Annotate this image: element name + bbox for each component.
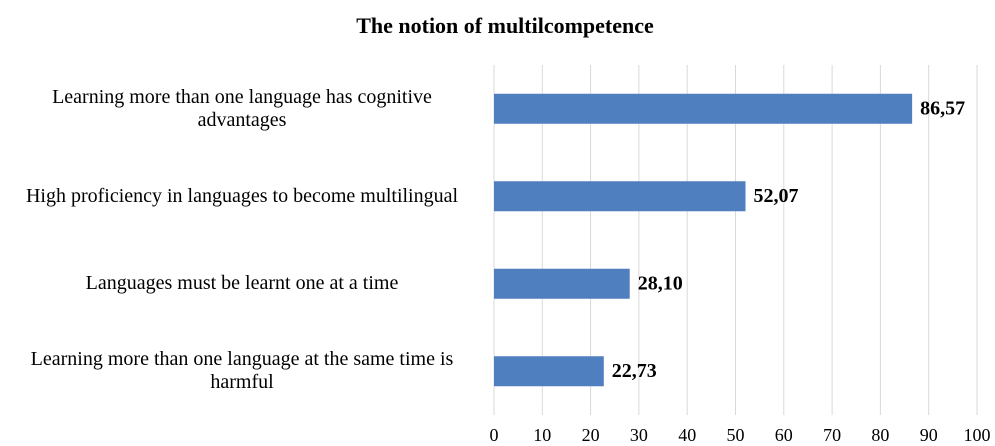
bar	[494, 356, 604, 387]
x-tick-label: 100	[964, 425, 991, 445]
y-tick-label: Learning more than one language at the s…	[30, 348, 454, 394]
x-tick-label: 0	[490, 425, 499, 445]
bar	[494, 268, 630, 299]
y-tick-label: High proficiency in languages to become …	[25, 184, 459, 207]
y-tick-label: Learning more than one language has cogn…	[52, 85, 432, 131]
x-tick-label: 10	[533, 425, 551, 445]
value-label: 22,73	[612, 360, 657, 382]
value-label: 86,57	[920, 97, 965, 119]
x-tick-label: 60	[775, 425, 793, 445]
x-tick-label: 20	[582, 425, 600, 445]
x-tick-label: 70	[823, 425, 841, 445]
y-tick-label: Languages must be learnt one at a time	[85, 272, 399, 295]
value-label: 52,07	[753, 185, 798, 207]
bar	[494, 181, 746, 212]
x-tick-label: 80	[871, 425, 889, 445]
x-tick-label: 50	[727, 425, 745, 445]
chart-title: The notion of multilcompetence	[356, 13, 654, 38]
x-tick-label: 40	[678, 425, 696, 445]
bar	[494, 93, 913, 124]
value-label: 28,10	[638, 272, 683, 294]
x-tick-label: 30	[630, 425, 648, 445]
x-tick-label: 90	[920, 425, 938, 445]
